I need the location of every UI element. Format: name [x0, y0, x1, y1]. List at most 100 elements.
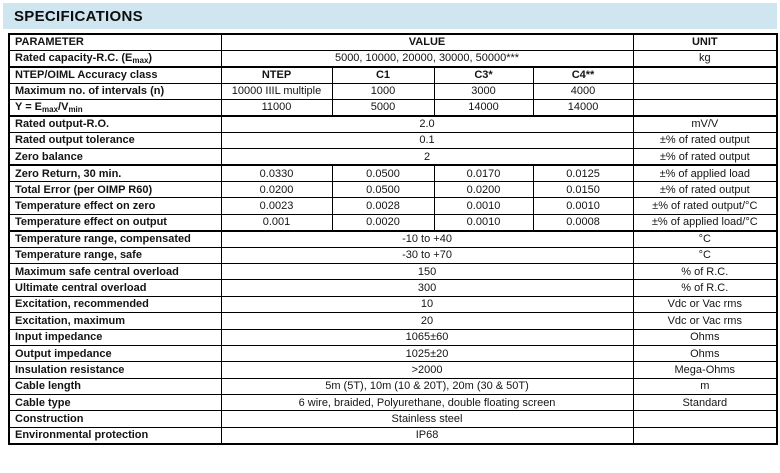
- unit-cell: ±% of applied load: [632, 164, 778, 183]
- table-row: Y = Emax/Vmin 11000 5000 14000 14000: [8, 99, 778, 117]
- value-cell: 20: [220, 312, 634, 330]
- parameter-cell: NTEP/OIML Accuracy class: [8, 65, 222, 84]
- value-cell: 0.0010: [532, 197, 634, 215]
- table-row: Maximum no. of intervals (n) 10000 IIIL m…: [8, 82, 778, 101]
- section-header: SPECIFICATIONS: [3, 3, 777, 29]
- value-cell: 0.0500: [331, 164, 435, 183]
- table-row: Ultimate central overload 300% of R.C.: [8, 279, 778, 297]
- value-cell: -10 to +40: [220, 229, 634, 248]
- value-cell: 1065±60: [220, 328, 634, 346]
- value-cell: 0.0020: [331, 213, 435, 232]
- parameter-cell: Output impedance: [8, 344, 222, 363]
- value-cell: 0.1: [220, 131, 634, 150]
- unit-cell: ±% of rated output: [632, 148, 778, 166]
- value-cell: C4**: [532, 65, 634, 84]
- value-cell: 0.0150: [532, 181, 634, 199]
- parameter-cell: Temperature effect on output: [8, 213, 222, 232]
- table-row: Output impedance 1025±20 Ohms: [8, 344, 778, 363]
- table-row: Construction Stainless steel: [8, 410, 778, 428]
- table-row: Temperature effect on zero 0.0023 0.0028 0.…: [8, 197, 778, 215]
- parameter-cell: Maximum no. of intervals (n): [8, 82, 222, 101]
- table-row: Excitation, recommended 10 Vdc or Vac rms: [8, 295, 778, 314]
- unit-cell: °C: [632, 246, 778, 264]
- value-cell: 0.0200: [220, 181, 333, 199]
- parameter-cell: Zero Return, 30 min.: [8, 164, 222, 183]
- unit-cell: [632, 82, 778, 101]
- value-cell: 11000: [220, 99, 333, 117]
- parameter-cell: Maximum safe central overload: [8, 262, 222, 281]
- unit-cell: [632, 410, 778, 428]
- value-cell: 4000: [532, 82, 634, 101]
- unit-cell: m: [632, 377, 778, 396]
- value-cell: 0.0010: [433, 197, 534, 215]
- table-row: Temperature range, safe -30 to +70 °C: [8, 246, 778, 264]
- unit-cell: Mega-Ohms: [632, 361, 778, 379]
- value-cell: 0.0330: [220, 164, 333, 183]
- value-cell: Stainless steel: [220, 410, 634, 428]
- parameter-cell: Rated capacity-R.C. (Emax): [8, 49, 222, 68]
- value-cell: 3000: [433, 82, 534, 101]
- table-row: Maximum safe central overload 150% of R.C…: [8, 262, 778, 281]
- table-row: Rated output tolerance 0.1 ±% of rated out…: [8, 131, 778, 150]
- parameter-cell: Environmental protection: [8, 426, 222, 445]
- value-cell: 0.0500: [331, 181, 435, 199]
- parameter-cell: Input impedance: [8, 328, 222, 346]
- unit-cell: [632, 426, 778, 445]
- table-row: Rated output-R.O. 2.0 mV/V: [8, 114, 778, 133]
- value-cell: >2000: [220, 361, 634, 379]
- table-row: NTEP/OIML Accuracy class NTEP C1 C3* C4**: [8, 65, 778, 84]
- parameter-cell: Cable type: [8, 394, 222, 412]
- parameter-cell: Rated output-R.O.: [8, 114, 222, 133]
- value-cell: 5m (5T), 10m (10 & 20T), 20m (30 & 50T): [220, 377, 634, 396]
- parameter-cell: Temperature effect on zero: [8, 197, 222, 215]
- parameter-cell: Insulation resistance: [8, 361, 222, 379]
- value-cell: 150: [220, 262, 634, 281]
- unit-cell: [632, 99, 778, 117]
- parameter-cell: Construction: [8, 410, 222, 428]
- unit-cell: mV/V: [632, 114, 778, 133]
- value-cell: IP68: [220, 426, 634, 445]
- unit-cell: Standard: [632, 394, 778, 412]
- parameter-cell: Temperature range, compensated: [8, 229, 222, 248]
- value-cell: -30 to +70: [220, 246, 634, 264]
- table-row: Input impedance 1065±60 Ohms: [8, 328, 778, 346]
- value-cell: 5000: [331, 99, 435, 117]
- unit-cell: °C: [632, 229, 778, 248]
- parameter-cell: Ultimate central overload: [8, 279, 222, 297]
- table-row: Zero balance 2 ±% of rated output: [8, 148, 778, 166]
- table-row: Cable length 5m (5T), 10m (10 & 20T), 20m…: [8, 377, 778, 396]
- parameter-cell: Zero balance: [8, 148, 222, 166]
- unit-cell: Ohms: [632, 328, 778, 346]
- parameter-cell: Temperature range, safe: [8, 246, 222, 264]
- value-cell: 0.0028: [331, 197, 435, 215]
- unit-cell: % of R.C.: [632, 262, 778, 281]
- value-cell: 0.0008: [532, 213, 634, 232]
- unit-cell: kg: [632, 49, 778, 68]
- value-cell: 14000: [433, 99, 534, 117]
- unit-cell: ±% of rated output: [632, 131, 778, 150]
- column-header-unit: UNIT: [632, 33, 778, 51]
- table-row: Temperature range, compensated -10 to +40…: [8, 229, 778, 248]
- unit-cell: ±% of rated output/°C: [632, 197, 778, 215]
- value-cell: 5000, 10000, 20000, 30000, 50000***: [220, 49, 634, 68]
- unit-cell: Vdc or Vac rms: [632, 312, 778, 330]
- table-row: Excitation, maximum 20 Vdc or Vac rms: [8, 312, 778, 330]
- value-cell: 0.0023: [220, 197, 333, 215]
- page-title: SPECIFICATIONS: [14, 7, 143, 25]
- value-cell: 14000: [532, 99, 634, 117]
- column-header-parameter: PARAMETER: [8, 33, 222, 51]
- value-cell: 1000: [331, 82, 435, 101]
- table-row: Insulation resistance >2000 Mega-Ohms: [8, 361, 778, 379]
- value-cell: 0.001: [220, 213, 333, 232]
- value-cell: 2: [220, 148, 634, 166]
- table-row: Zero Return, 30 min. 0.0330 0.0500 0.0170 0.…: [8, 164, 778, 183]
- table-row: Environmental protection IP68: [8, 426, 778, 445]
- table-row: Total Error (per OIMP R60) 0.0200 0.0500 0.…: [8, 181, 778, 199]
- table-row: Temperature effect on output 0.001 0.0020 0…: [8, 213, 778, 232]
- parameter-cell: Total Error (per OIMP R60): [8, 181, 222, 199]
- table-row: Cable type 6 wire, braided, Polyurethane,…: [8, 394, 778, 412]
- value-cell: 10: [220, 295, 634, 314]
- value-cell: 10000 IIIL multiple: [220, 82, 333, 101]
- parameter-cell: Excitation, maximum: [8, 312, 222, 330]
- specifications-table: PARAMETER VALUE UNIT Rated capacity-R.C.…: [8, 33, 779, 445]
